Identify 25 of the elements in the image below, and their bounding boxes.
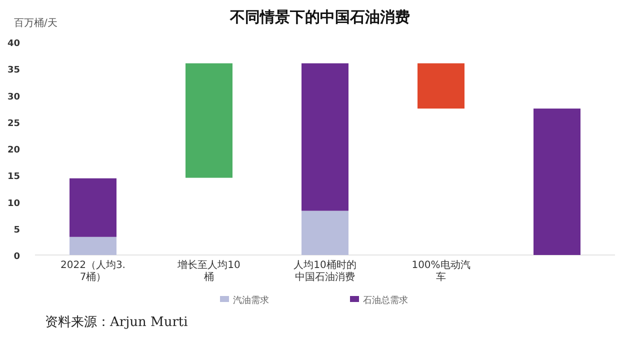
y-tick-label: 35 [7, 66, 20, 76]
y-tick-label: 25 [7, 118, 20, 129]
y-tick-label: 30 [7, 92, 20, 102]
bar [302, 63, 348, 211]
legend-label: 石油总需求 [363, 295, 408, 306]
y-tick-label: 0 [14, 252, 20, 262]
chart-title: 不同情景下的中国石油消费 [229, 8, 410, 26]
y-tick-label: 40 [7, 39, 20, 49]
legend-label: 汽油需求 [233, 295, 269, 306]
bar [70, 178, 116, 237]
y-tick-label: 20 [7, 146, 20, 156]
x-tick-label: 2022（人均3.7桶） [60, 259, 126, 283]
y-tick-label: 10 [7, 198, 20, 209]
y-tick-label: 15 [7, 172, 20, 182]
y-tick-label: 5 [14, 225, 20, 236]
x-tick-label: 100%电动汽车 [412, 259, 470, 283]
bar [302, 210, 348, 255]
bar [70, 236, 116, 255]
x-tick-label: 人均10桶时的中国石油消费 [294, 259, 356, 283]
bar [418, 63, 464, 109]
x-tick-label: 增长至人均10桶 [176, 259, 240, 283]
bar [186, 63, 232, 178]
y-axis-title: 百万桶/天 [14, 17, 58, 29]
bar [534, 108, 580, 255]
text: 资料来源：Arjun Murti [45, 315, 188, 330]
